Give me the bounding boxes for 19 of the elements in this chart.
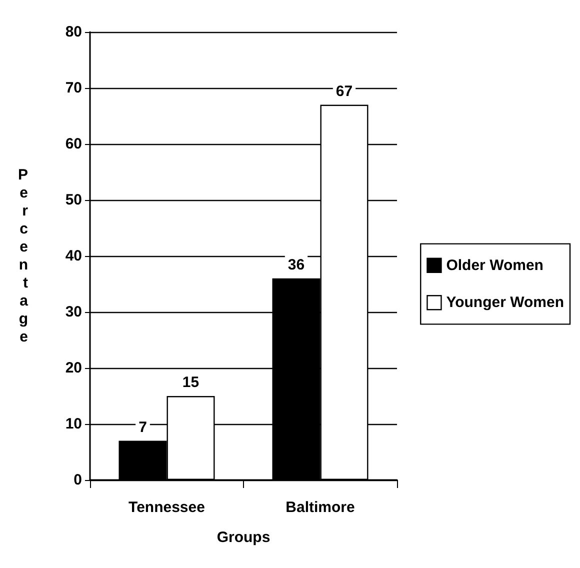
y-tick-label: 70 — [65, 80, 82, 96]
data-label: 15 — [182, 374, 200, 391]
data-label: 67 — [336, 82, 353, 100]
y-tick-label: 80 — [65, 24, 82, 40]
x-axis-title: Groups — [216, 529, 270, 546]
legend-label: Older Women — [446, 256, 544, 274]
y-tick-label: 30 — [65, 304, 82, 320]
y-tick-label: 10 — [65, 416, 82, 432]
x-tick-label: Baltimore — [286, 499, 355, 516]
y-tick-label: 50 — [65, 192, 82, 208]
y-tick-label: 60 — [65, 136, 82, 152]
y-tick-label: 20 — [65, 360, 82, 376]
y-tick-label: 0 — [74, 472, 82, 488]
legend-label: Younger Women — [446, 294, 564, 312]
text: Percentage — [18, 166, 28, 346]
x-tick-label: Tennessee — [128, 499, 205, 516]
data-label: 7 — [138, 418, 147, 436]
y-tick-label: 40 — [65, 248, 82, 264]
data-label: 36 — [288, 256, 305, 274]
